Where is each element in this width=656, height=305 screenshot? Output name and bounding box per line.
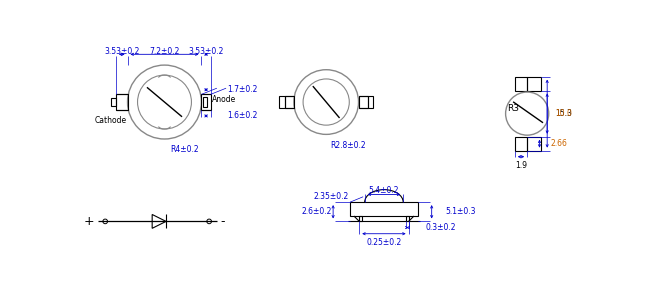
Text: 7.2±0.2: 7.2±0.2: [150, 47, 180, 56]
Bar: [359, 216, 361, 221]
Text: 0.3±0.2: 0.3±0.2: [426, 223, 456, 232]
Text: Anode: Anode: [213, 95, 236, 104]
Text: 15.3: 15.3: [555, 109, 572, 118]
Bar: [515, 77, 527, 91]
Text: 1.9: 1.9: [515, 160, 527, 170]
Text: R2.8±0.2: R2.8±0.2: [330, 141, 365, 149]
Bar: [279, 96, 285, 108]
Text: Cathode: Cathode: [94, 116, 127, 125]
Bar: [406, 216, 409, 221]
Bar: [285, 96, 294, 108]
Text: 2.35±0.2: 2.35±0.2: [314, 192, 348, 201]
Text: 0.25±0.2: 0.25±0.2: [366, 238, 401, 246]
Bar: [350, 202, 418, 216]
Text: 3.53±0.2: 3.53±0.2: [188, 47, 224, 56]
Bar: [111, 98, 116, 106]
Text: 10.0: 10.0: [555, 109, 572, 118]
Bar: [203, 97, 207, 107]
Text: R4±0.2: R4±0.2: [171, 145, 199, 154]
Bar: [527, 137, 541, 151]
Text: 1.6±0.2: 1.6±0.2: [228, 111, 258, 120]
Bar: [116, 94, 127, 110]
Text: 5.4±0.2: 5.4±0.2: [369, 186, 400, 195]
Text: 5.1±0.3: 5.1±0.3: [445, 207, 476, 216]
Bar: [527, 77, 541, 91]
Text: -: -: [220, 215, 224, 228]
Bar: [359, 96, 368, 108]
Text: +: +: [84, 215, 94, 228]
Bar: [515, 137, 527, 151]
Text: 2.6±0.2: 2.6±0.2: [301, 207, 331, 216]
Bar: [201, 94, 211, 110]
Bar: [368, 96, 373, 108]
Text: 1.7±0.2: 1.7±0.2: [228, 85, 258, 94]
Text: R3: R3: [507, 105, 519, 113]
Text: 3.53±0.2: 3.53±0.2: [104, 47, 140, 56]
Text: 2.66: 2.66: [550, 139, 567, 148]
